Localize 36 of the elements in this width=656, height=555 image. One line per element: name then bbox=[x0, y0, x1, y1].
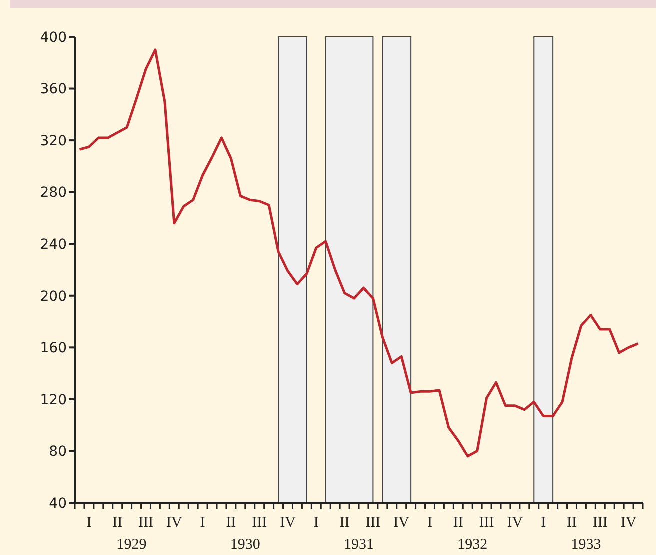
y-tick-label: 280 bbox=[40, 185, 67, 202]
text: 1931 bbox=[344, 537, 374, 553]
y-tick-label: 400 bbox=[40, 30, 67, 46]
text: 1933 bbox=[571, 537, 602, 553]
x-tick-label: I bbox=[314, 515, 319, 531]
text: 1932 bbox=[458, 537, 488, 553]
x-tick-label: III bbox=[138, 515, 154, 531]
y-tick-label: 40 bbox=[49, 496, 67, 512]
x-tick-label: II bbox=[453, 515, 464, 531]
x-tick-label: I bbox=[200, 515, 206, 531]
y-tick-label: 200 bbox=[40, 288, 67, 305]
x-tick-label: III bbox=[366, 515, 381, 531]
y-tick-label: 360 bbox=[40, 82, 67, 98]
x-tick-label: IV bbox=[394, 515, 410, 531]
x-tick-label: IV bbox=[620, 515, 637, 531]
y-tick-label: 320 bbox=[40, 133, 67, 150]
x-tick-label: I bbox=[428, 515, 432, 531]
x-tick-label: III bbox=[592, 515, 608, 531]
x-tick-label: IV bbox=[166, 515, 182, 531]
x-tick-label: III bbox=[479, 515, 494, 531]
x-tick-label: II bbox=[112, 515, 123, 531]
text: 1930 bbox=[230, 537, 260, 553]
line-series bbox=[78, 48, 640, 458]
x-tick-label: II bbox=[567, 515, 577, 531]
y-tick-label: 80 bbox=[49, 444, 67, 460]
x-tick-label: III bbox=[252, 515, 268, 531]
x-tick-label: II bbox=[340, 515, 350, 531]
y-tick-label: 120 bbox=[40, 392, 67, 408]
y-tick-label: 240 bbox=[40, 237, 67, 254]
x-tick-label: IV bbox=[507, 515, 524, 531]
text: 1929 bbox=[116, 537, 147, 553]
x-tick-label: I bbox=[86, 515, 92, 531]
y-tick-label: 160 bbox=[40, 340, 67, 357]
x-tick-label: IV bbox=[280, 515, 296, 531]
x-tick-label: II bbox=[226, 515, 236, 531]
x-tick-label: I bbox=[541, 515, 546, 531]
